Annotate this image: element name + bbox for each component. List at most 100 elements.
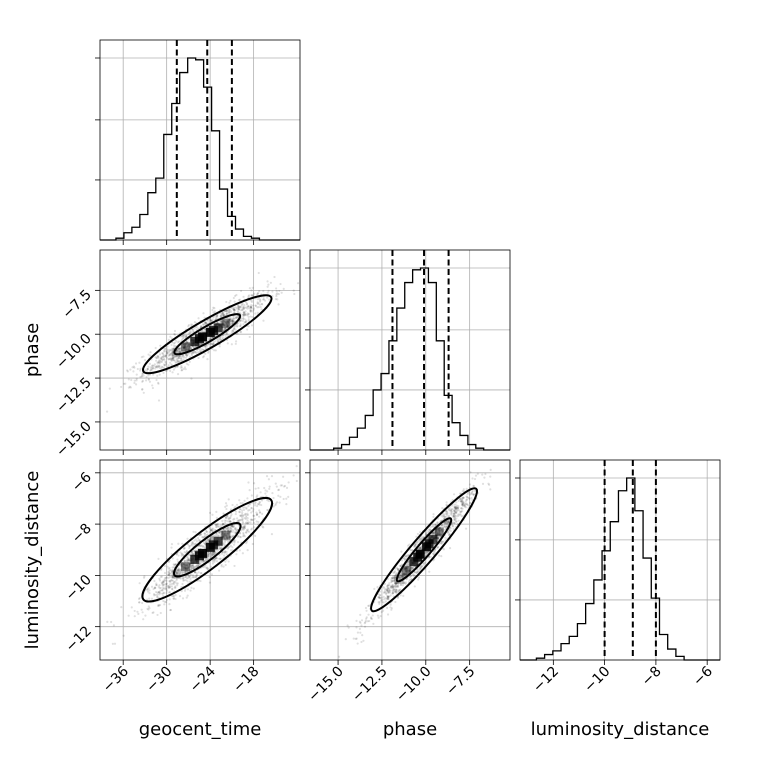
sample-point [403, 574, 406, 577]
sample-point [453, 517, 456, 520]
sample-point [193, 575, 196, 579]
sample-point [438, 554, 441, 557]
sample-point [424, 561, 427, 564]
sample-point [259, 491, 262, 494]
sample-point [462, 503, 465, 506]
sample-point [188, 545, 191, 548]
sample-point [439, 541, 442, 545]
sample-point [127, 614, 130, 617]
sample-point [395, 581, 398, 584]
sample-point [447, 515, 450, 518]
sample-point [258, 503, 261, 506]
sample-point [468, 497, 471, 501]
sample-point [158, 604, 161, 607]
sample-point [463, 505, 466, 508]
sample-point [151, 364, 154, 367]
sample-point [417, 538, 420, 542]
sample-point [199, 562, 202, 566]
sample-point [184, 353, 187, 356]
sample-point [225, 534, 228, 538]
sample-point [171, 356, 175, 359]
sample-point [236, 519, 240, 523]
sample-point [155, 378, 158, 382]
sample-point [186, 543, 190, 546]
sample-point [235, 316, 238, 319]
sample-point [236, 528, 239, 531]
sample-point [162, 579, 165, 582]
sample-point [167, 591, 171, 594]
sample-point [261, 303, 264, 306]
sample-point [239, 514, 242, 517]
sample-point [183, 366, 187, 369]
sample-point [461, 496, 464, 499]
sample-point [231, 319, 234, 322]
sample-point [454, 507, 457, 510]
sample-point [193, 327, 196, 330]
sample-point [266, 296, 269, 299]
sample-point [167, 586, 170, 589]
sample-point [275, 290, 278, 293]
sample-point [387, 591, 390, 595]
sample-point [180, 364, 183, 368]
sample-point [180, 338, 184, 341]
sample-point [447, 521, 450, 524]
sample-point [250, 304, 253, 307]
sample-point [390, 581, 393, 584]
sample-point [465, 498, 468, 501]
sample-point [448, 534, 451, 537]
sample-point [252, 308, 255, 311]
sample-point [388, 595, 391, 598]
sample-point [228, 531, 232, 534]
sample-point [425, 532, 428, 535]
sample-point [235, 316, 238, 319]
sample-point [224, 320, 227, 324]
sample-point [461, 515, 464, 518]
sample-point [167, 573, 171, 576]
sample-point [181, 542, 184, 545]
sample-point [169, 354, 172, 357]
sample-point [175, 553, 178, 556]
sample-point [445, 514, 448, 517]
sample-point [387, 590, 390, 593]
sample-point [391, 589, 394, 592]
sample-point [417, 576, 421, 579]
sample-point [166, 584, 169, 587]
sample-point [145, 375, 148, 379]
sample-point [189, 566, 192, 569]
sample-point [191, 345, 195, 348]
sample-point [262, 298, 265, 301]
sample-point [221, 522, 224, 525]
sample-point [182, 337, 185, 340]
sample-point [399, 576, 402, 579]
scatter-panel-geocent_time-vs-phase [99, 249, 301, 451]
sample-point [364, 621, 367, 624]
sample-point [168, 586, 171, 589]
sample-point [175, 361, 178, 364]
y-tick-label: −10 [63, 572, 95, 604]
sample-point [192, 565, 196, 568]
sample-point [453, 505, 456, 508]
sample-point [249, 306, 252, 309]
sample-point [216, 525, 220, 528]
sample-point [170, 352, 173, 355]
sample-point [220, 565, 223, 568]
sample-point [227, 529, 230, 532]
sample-point [159, 359, 162, 362]
sample-point [229, 530, 232, 533]
sample-point [146, 588, 149, 591]
sample-point [201, 356, 205, 359]
sample-point [417, 569, 420, 572]
sample-point [453, 516, 457, 519]
sample-point [257, 305, 260, 309]
sample-point [266, 508, 269, 512]
sample-point [213, 553, 216, 556]
sample-point [229, 525, 232, 528]
sample-point [167, 358, 170, 361]
sample-point [436, 532, 439, 535]
sample-point [459, 512, 462, 516]
sample-point [128, 385, 132, 388]
sample-point [174, 345, 177, 348]
sample-point [177, 347, 181, 350]
sample-point [225, 309, 228, 312]
sample-point [438, 526, 441, 529]
